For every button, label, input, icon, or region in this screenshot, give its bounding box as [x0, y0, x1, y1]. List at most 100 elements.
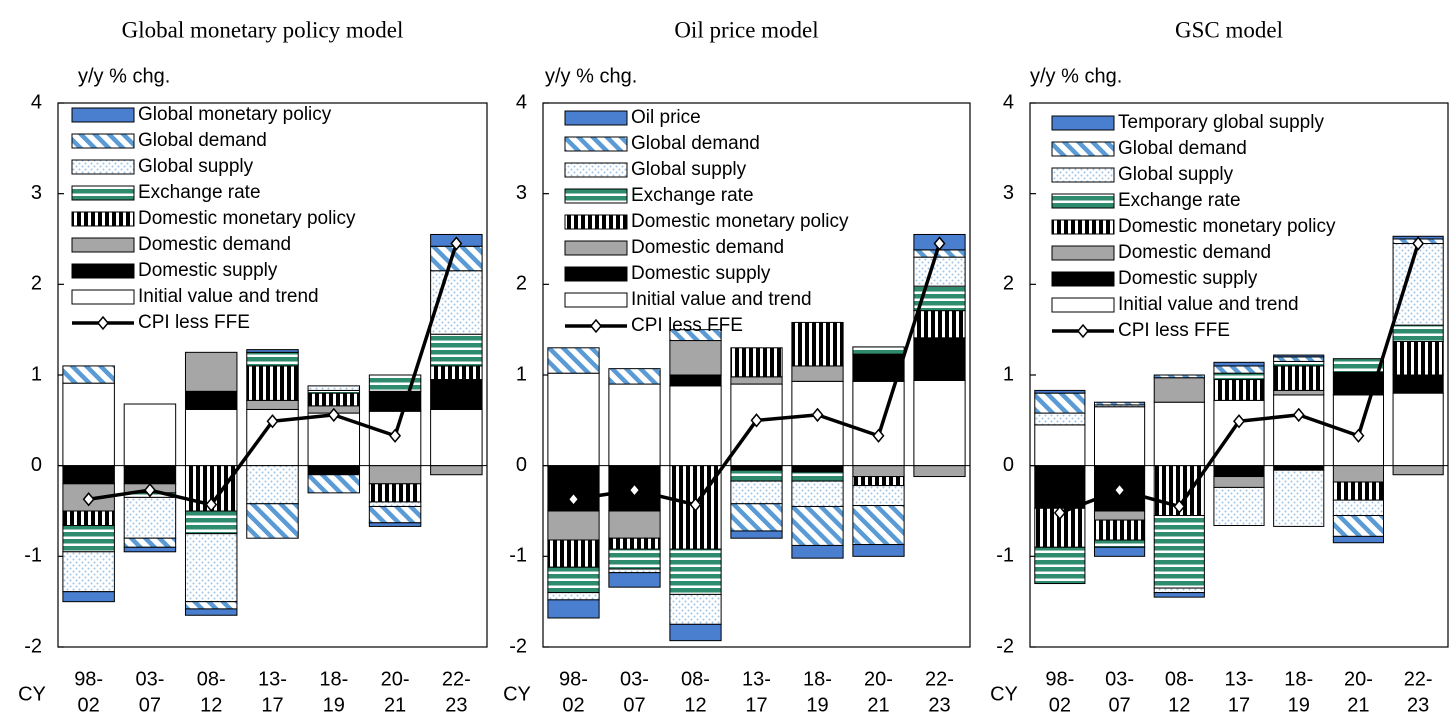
bar-segment	[246, 503, 299, 539]
legend-swatch	[564, 292, 628, 308]
legend-label: CPI less FFE	[138, 312, 250, 333]
y-tick-label: 3	[31, 182, 42, 204]
legend-label: Global monetary policy	[138, 104, 332, 125]
cpi-marker	[689, 497, 702, 512]
x-tick-label: 12	[200, 694, 222, 716]
legend-label: Global supply	[1118, 164, 1234, 185]
cpi-marker	[1113, 482, 1126, 498]
legend-label: Domestic supply	[1118, 268, 1258, 289]
cpi-marker	[389, 428, 402, 443]
y-tick-label: 2	[31, 273, 42, 295]
x-tick-label: 98-	[1045, 668, 1074, 690]
y-tick-label: 4	[516, 91, 527, 113]
bar-segment	[1392, 340, 1444, 376]
cpi-marker	[82, 492, 95, 507]
bar-segment	[62, 365, 115, 384]
x-tick-label: 02	[78, 694, 100, 716]
legend-label: Temporary global supply	[1118, 112, 1324, 133]
bar-segment	[1093, 465, 1146, 512]
legend-swatch	[71, 159, 135, 175]
bar-segment	[246, 351, 299, 367]
bar-segment	[1332, 465, 1385, 483]
bar-segment	[730, 503, 783, 532]
bar-segment	[368, 483, 422, 503]
x-tick-label: 22-	[925, 668, 954, 690]
bar-segment	[368, 374, 422, 392]
y-tick-label: 1	[31, 363, 42, 385]
x-tick-label: 19	[1288, 694, 1310, 716]
bar-segment	[730, 347, 783, 378]
bar-segment	[1034, 546, 1086, 585]
bar-segment	[913, 249, 966, 258]
x-tick-label: 22-	[1404, 668, 1433, 690]
bar-segment	[791, 505, 844, 546]
bar-segment	[1153, 374, 1205, 379]
legend-swatch	[1051, 271, 1115, 287]
bar-segment	[1153, 377, 1205, 403]
x-tick-label: 07	[623, 694, 645, 716]
bar-segment	[608, 537, 661, 550]
cpi-marker	[811, 407, 824, 423]
x-tick-label: 03-	[135, 668, 164, 690]
y-tick-label: 4	[31, 91, 42, 113]
bar-segment	[1213, 361, 1265, 367]
bar-segment	[246, 399, 299, 410]
bar-segment	[1273, 354, 1325, 358]
bar-segment	[852, 485, 905, 507]
y-tick-label: -1	[509, 545, 527, 567]
bar-segment	[1034, 412, 1086, 426]
cpi-marker	[1352, 428, 1365, 443]
bar-segment	[730, 376, 783, 385]
x-tick-label: 07	[139, 694, 161, 716]
bar-segment	[1034, 465, 1086, 509]
y-tick-label: 2	[1003, 273, 1014, 295]
x-tick-label: 13-	[742, 668, 771, 690]
x-tick-label: 21	[384, 694, 406, 716]
legend-swatch	[71, 211, 135, 227]
bar-segment	[608, 572, 661, 588]
y-tick-label: -2	[996, 635, 1014, 657]
bar-segment	[62, 510, 115, 527]
bar-segment	[669, 385, 722, 467]
bar-segment	[1034, 392, 1086, 414]
bar-segment	[1273, 465, 1325, 471]
bar-segment	[852, 465, 905, 478]
cpi-marker	[1053, 505, 1066, 520]
y-tick-label: 2	[516, 273, 527, 295]
bar-segment	[791, 365, 844, 382]
bar-segment	[1093, 406, 1146, 467]
bar-segment	[1093, 510, 1146, 521]
bar-segment	[184, 510, 238, 535]
bar-segment	[1093, 539, 1146, 548]
bar-segment	[730, 530, 783, 539]
bar-segment	[547, 599, 600, 619]
y-tick-label: -2	[24, 635, 42, 657]
legend-label: Global demand	[631, 133, 760, 154]
bar-segment	[1392, 465, 1444, 476]
x-axis-label: CY	[18, 683, 46, 705]
y-tick-label: 3	[516, 182, 527, 204]
legend-label: Domestic demand	[138, 234, 291, 255]
bar-segment	[184, 601, 238, 610]
bar-segment	[608, 383, 661, 467]
bar-segment	[1392, 392, 1444, 467]
bar-segment	[852, 544, 905, 557]
legend-label: Initial value and trend	[138, 286, 319, 307]
bar-segment	[184, 533, 238, 603]
cpi-marker	[205, 497, 218, 512]
bar-segment	[184, 608, 238, 616]
x-tick-label: 03-	[1105, 668, 1134, 690]
y-axis-label: y/y % chg.	[78, 65, 170, 87]
legend-swatch	[1051, 167, 1115, 183]
cpi-marker	[450, 236, 463, 251]
bar-segment	[1153, 592, 1205, 598]
x-tick-label: 17	[745, 694, 767, 716]
legend-label: Global supply	[631, 159, 747, 180]
bar-segment	[1332, 481, 1385, 501]
y-tick-label: 0	[1003, 454, 1014, 476]
bar-segment	[1332, 358, 1385, 373]
x-tick-label: 20-	[381, 668, 410, 690]
bar-segment	[669, 374, 722, 387]
bar-segment	[307, 392, 361, 407]
x-axis-label: CY	[990, 683, 1018, 705]
